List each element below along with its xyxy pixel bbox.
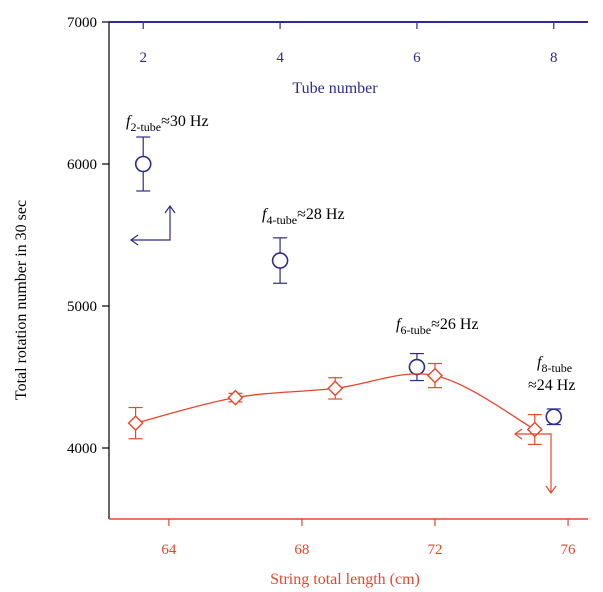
top-axis-tick-label: 4 xyxy=(276,50,284,66)
annotation-subscript: 4-tube xyxy=(266,213,297,227)
top-axis-tick-label: 6 xyxy=(413,50,421,66)
left-axis-tick-label: 5000 xyxy=(67,299,97,315)
data-point-diamond xyxy=(327,380,344,397)
data-point-circle xyxy=(545,408,563,426)
bottom-axis-title: String total length (cm) xyxy=(270,571,420,588)
data-point-circle xyxy=(271,252,289,269)
annotation-f-8-tube: f8-tube xyxy=(537,354,572,375)
bottom-axis-tick-label: 76 xyxy=(561,542,577,558)
annotation-value: ≈28 Hz xyxy=(297,206,344,223)
data-point-diamond xyxy=(526,421,543,438)
annotation-f-6-tube: f6-tube≈26 Hz xyxy=(396,316,479,337)
left-axis-title: Total rotation number in 30 sec xyxy=(13,200,30,400)
top-axis-title: Tube number xyxy=(292,80,378,97)
left-axis-tick-label: 7000 xyxy=(67,15,97,31)
annotation-value-8-tube: ≈24 Hz xyxy=(528,377,575,394)
annotation-subscript: 6-tube xyxy=(400,323,431,337)
data-point-circle xyxy=(408,358,426,376)
top-axis-tick-label: 2 xyxy=(139,50,147,66)
annotation-subscript: 8-tube xyxy=(541,361,572,375)
annotation-f-4-tube: f4-tube≈28 Hz xyxy=(262,206,345,227)
top-axis-tick-label: 8 xyxy=(550,50,558,66)
annotation-subscript: 2-tube xyxy=(130,120,161,134)
annotation-f-2-tube: f2-tube≈30 Hz xyxy=(126,113,209,134)
data-point-diamond xyxy=(227,389,244,406)
left-axis-tick-label: 4000 xyxy=(67,441,97,457)
annotation-f-symbol: f xyxy=(262,206,269,223)
data-point-diamond xyxy=(426,367,443,384)
bottom-axis-tick-label: 68 xyxy=(294,542,309,558)
annotation-f-symbol: f xyxy=(396,316,403,333)
top-axis-arrow-icon xyxy=(129,204,176,246)
annotation-f-symbol: f xyxy=(126,113,133,130)
annotation-f-symbol: f xyxy=(537,354,544,371)
annotation-value: ≈30 Hz xyxy=(161,113,208,130)
bottom-axis-tick-label: 72 xyxy=(427,542,442,558)
data-point-circle xyxy=(134,155,152,173)
data-point-diamond xyxy=(127,415,144,432)
bottom-axis-tick-label: 64 xyxy=(161,542,177,558)
left-axis-tick-label: 6000 xyxy=(67,157,97,173)
annotation-value: ≈26 Hz xyxy=(431,316,478,333)
bottom-axis-arrow-icon xyxy=(513,428,557,495)
